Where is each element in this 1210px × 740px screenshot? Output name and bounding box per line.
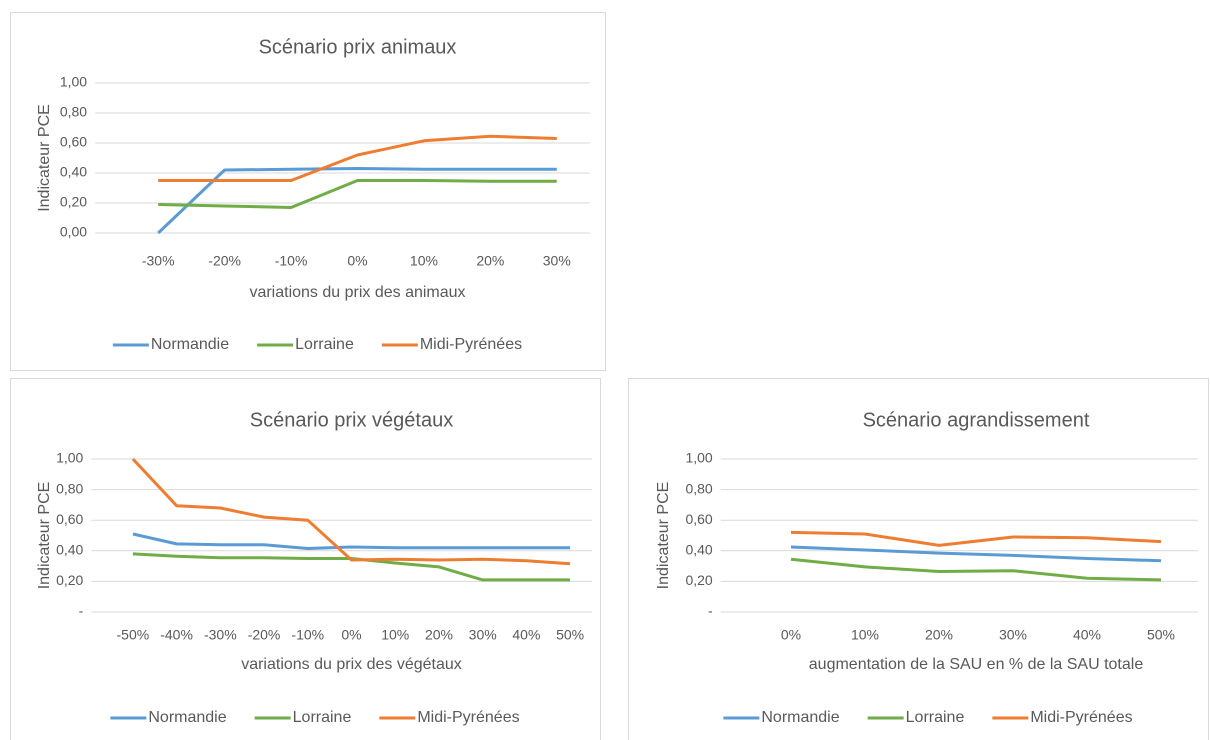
- x-tick-label: 0%: [341, 627, 361, 643]
- x-tick-label: 30%: [469, 627, 497, 643]
- x-tick-label: 30%: [999, 627, 1027, 643]
- x-tick-label: 20%: [476, 253, 504, 269]
- y-tick-label: 0,20: [685, 572, 712, 588]
- x-tick-label: -20%: [208, 253, 241, 269]
- legend-label: Normandie: [151, 336, 229, 353]
- y-tick-label: 0,80: [56, 480, 83, 496]
- y-tick-label: 1,00: [56, 450, 83, 466]
- x-tick-label: -20%: [248, 627, 281, 643]
- x-tick-label: 0%: [347, 253, 367, 269]
- y-tick-label: 0,80: [685, 480, 712, 496]
- y-tick-label: 0,60: [60, 134, 87, 150]
- x-tick-label: 20%: [925, 627, 953, 643]
- series-line: [790, 545, 1162, 563]
- y-tick-label: 0,20: [56, 572, 83, 588]
- series-line: [158, 134, 557, 182]
- y-tick-label: 0,40: [685, 542, 712, 558]
- y-axis-title: Indicateur PCE: [655, 482, 672, 590]
- y-tick-label: 0,60: [685, 511, 712, 527]
- x-tick-label: 10%: [851, 627, 879, 643]
- y-tick-label: 0,20: [60, 194, 87, 210]
- series-line: [790, 530, 1162, 547]
- y-tick-label: -: [708, 603, 713, 619]
- series-line: [131, 457, 571, 566]
- chart-title: Scénario prix végétaux: [250, 409, 453, 431]
- legend-label: Lorraine: [906, 709, 965, 726]
- x-tick-label: 10%: [381, 627, 409, 643]
- x-tick-label: -30%: [142, 253, 175, 269]
- y-axis-title: Indicateur PCE: [36, 104, 53, 212]
- series-line: [790, 557, 1162, 582]
- legend-label: Midi-Pyrénées: [420, 336, 522, 353]
- x-tick-label: 40%: [512, 627, 540, 643]
- x-tick-label: 0%: [781, 627, 801, 643]
- y-tick-label: 1,00: [60, 74, 87, 90]
- x-axis-title: variations du prix des végétaux: [241, 656, 462, 673]
- y-tick-label: -: [79, 603, 84, 619]
- legend-label: Normandie: [148, 709, 226, 726]
- legend-label: Lorraine: [295, 336, 354, 353]
- y-tick-label: 0,60: [56, 511, 83, 527]
- x-tick-label: -10%: [275, 253, 308, 269]
- y-tick-label: 0,80: [60, 104, 87, 120]
- x-tick-label: -30%: [204, 627, 237, 643]
- legend-label: Midi-Pyrénées: [1030, 709, 1132, 726]
- series-line: [132, 532, 571, 550]
- chart-frame: [10, 12, 606, 371]
- x-tick-label: -50%: [117, 627, 150, 643]
- x-tick-label: 40%: [1073, 627, 1101, 643]
- x-tick-label: 10%: [410, 253, 438, 269]
- chart-title: Scénario prix animaux: [259, 36, 457, 58]
- y-tick-label: 0,00: [60, 224, 87, 240]
- chart-title: Scénario agrandissement: [863, 409, 1090, 431]
- chart: Scénario agrandissement - 0,20 0,40 0,60 0,80…: [628, 378, 1209, 740]
- legend-label: Lorraine: [293, 709, 352, 726]
- x-axis-title: variations du prix des animaux: [249, 284, 465, 301]
- x-tick-label: 20%: [425, 627, 453, 643]
- y-tick-label: 1,00: [685, 450, 712, 466]
- x-tick-label: -10%: [291, 627, 324, 643]
- y-axis-title: Indicateur PCE: [36, 482, 53, 590]
- legend-label: Midi-Pyrénées: [417, 709, 519, 726]
- chart: Scénario prix végétaux - 0,20 0,40 0,60 0,80 1…: [10, 378, 601, 740]
- x-tick-label: -40%: [160, 627, 193, 643]
- series-line: [158, 179, 557, 209]
- y-tick-label: 0,40: [60, 164, 87, 180]
- x-tick-label: 50%: [1147, 627, 1175, 643]
- x-tick-label: 30%: [543, 253, 571, 269]
- x-tick-label: 50%: [556, 627, 584, 643]
- y-tick-label: 0,40: [56, 542, 83, 558]
- x-axis-title: augmentation de la SAU en % de la SAU to…: [809, 656, 1144, 673]
- legend-label: Normandie: [761, 709, 839, 726]
- series-line: [157, 167, 557, 235]
- chart: Scénario prix animaux 0,00 0,20 0,40 0,60 0,8…: [10, 12, 606, 371]
